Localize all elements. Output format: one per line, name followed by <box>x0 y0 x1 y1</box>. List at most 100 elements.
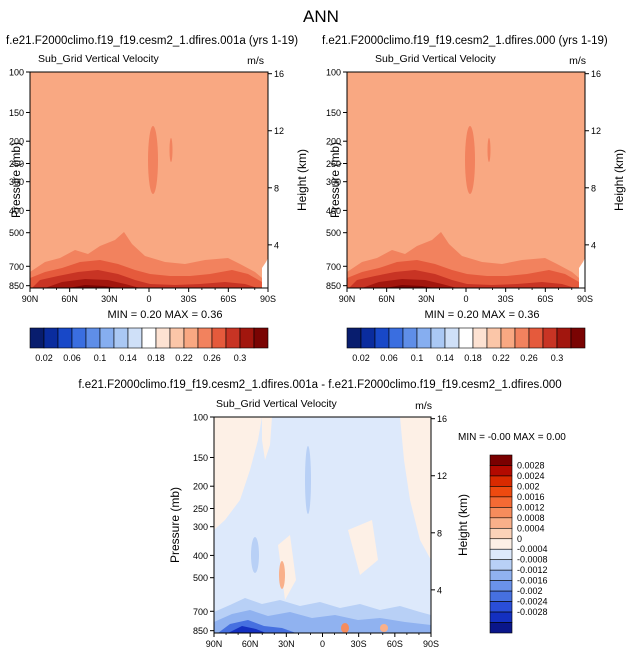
panel-b-colorbar-swatch <box>458 327 474 349</box>
panel-diff-colorbar-swatch <box>489 486 513 498</box>
panel-b-colorbar-swatch <box>486 327 502 349</box>
panel-b-colorbar-label: 0.14 <box>436 353 454 363</box>
panel-a-contour-0.32 <box>68 285 118 288</box>
panel-a-ytick-right-label: 16 <box>274 69 284 79</box>
panel-diff-ytick-right-label: 12 <box>437 471 447 481</box>
panel-a-ytick-right-label: 8 <box>274 183 279 193</box>
panel-a-stats: MIN = 0.20 MAX = 0.36 <box>108 309 223 321</box>
panel-b-colorbar-label: 0.1 <box>411 353 424 363</box>
panel-b-colorbar-swatch <box>570 327 586 349</box>
panel-diff-colorbar-label: -0.0008 <box>517 555 548 565</box>
panel-a-missing-data <box>262 258 268 288</box>
panel-b-xtick-label: 0 <box>463 294 468 304</box>
panel-b-missing-data <box>579 258 585 288</box>
panel-b-ytick-label: 150 <box>326 108 341 118</box>
panel-b-colorbar-swatch <box>416 327 432 349</box>
panel-diff-colorbar-label: 0.0028 <box>517 460 545 470</box>
panel-diff-xtick-label: 0 <box>320 639 325 649</box>
panel-diff-stats: MIN = -0.00 MAX = 0.00 <box>458 432 566 443</box>
panel-diff-xtick-label: 60N <box>242 639 259 649</box>
panel-a-xtick-label: 60S <box>220 294 236 304</box>
panel-a-ylabel-right: Height (km) <box>295 149 309 211</box>
panel-diff-colorbar-swatch <box>489 496 513 508</box>
panel-a-ylabel: Pressure (mb) <box>9 142 23 218</box>
panel-b-colorbar-swatch <box>444 327 460 349</box>
panel-diff-ytick-label: 400 <box>193 551 208 561</box>
panel-b-ytick-label: 400 <box>326 206 341 216</box>
panel-diff-colorbar-swatch <box>489 527 513 540</box>
panel-diff-positive-region-left <box>214 417 262 530</box>
panel-b-xtick-label: 30S <box>498 294 514 304</box>
panel-diff-colorbar-swatch <box>489 601 513 613</box>
panel-b-ytick-label: 250 <box>326 159 341 169</box>
panel-a: f.e21.F2000climo.f19_f19.cesm2_1.dfires.… <box>6 35 309 363</box>
panel-a-field <box>30 72 268 288</box>
panel-a-colorbar-label: 0.18 <box>147 353 165 363</box>
panel-a-ytick-label: 200 <box>9 137 24 147</box>
panel-b-axes: 100 150 200 250 300 400 500 700 850 16 12 8 4 90N 60N 3… <box>326 68 601 305</box>
panel-b-upper-feature <box>465 126 475 194</box>
panel-b-colorbar-swatch <box>374 327 390 349</box>
panel-b-colorbar-label: 0.26 <box>520 353 538 363</box>
panel-diff-colorbar-label: 0.0024 <box>517 471 545 481</box>
panel-a-ytick-right-label: 4 <box>274 240 279 250</box>
panel-diff-negative-mid <box>251 537 259 573</box>
panel-diff-xtick-label: 90S <box>423 639 439 649</box>
panel-diff-ytick-label: 850 <box>193 626 208 636</box>
panel-diff-ytick-label: 150 <box>193 453 208 463</box>
panel-b-colorbar-swatch <box>472 327 488 349</box>
panel-a-colorbar-swatch <box>85 327 101 349</box>
panel-diff-variable: Sub_Grid Vertical Velocity <box>216 398 338 410</box>
panel-b-ylabel-right: Height (km) <box>612 149 626 211</box>
panel-diff-colorbar-swatch <box>489 517 513 529</box>
panel-diff-positive-region-right <box>400 417 431 560</box>
panel-a-colorbar-swatch <box>141 327 157 349</box>
panel-a-xtick-label: 30S <box>181 294 197 304</box>
panel-diff-colorbar: 0.00280.00240.0020.00160.00120.00080.000… <box>489 454 548 634</box>
panel-diff-units: m/s <box>415 400 432 412</box>
panel-b-stats: MIN = 0.20 MAX = 0.36 <box>425 309 540 321</box>
panel-diff-negative-core <box>228 626 266 633</box>
panel-a-contour-0.30 <box>45 279 140 288</box>
panel-b-ytick-label: 850 <box>326 281 341 291</box>
panel-diff-ylabel-right: Height (km) <box>456 494 470 556</box>
panel-b-ytick-label: 300 <box>326 177 341 187</box>
panel-b-xtick-label: 90N <box>339 294 356 304</box>
panel-diff-colorbar-swatch <box>489 475 513 487</box>
panel-a-colorbar-swatch <box>29 327 45 349</box>
panel-diff-colorbar-swatch <box>489 622 513 634</box>
panel-diff-colorbar-swatch <box>489 465 513 477</box>
panel-diff-colorbar-label: -0.0012 <box>517 565 548 575</box>
panel-diff-colorbar-swatch <box>489 559 513 571</box>
panel-diff-xtick-label: 90N <box>206 639 223 649</box>
panel-b-variable: Sub_Grid Vertical Velocity <box>375 53 497 65</box>
panel-a-upper-feature-small <box>169 138 173 162</box>
panel-a-colorbar-swatch <box>99 327 115 349</box>
panel-b-ytick-label: 200 <box>326 137 341 147</box>
panel-diff-colorbar-label: -0.0024 <box>517 597 548 607</box>
panel-b-xtick-label: 30N <box>418 294 435 304</box>
panel-diff-colorbar-swatch <box>489 507 513 519</box>
panel-diff-colorbar-swatch <box>489 538 513 550</box>
panel-diff-colorbar-label: 0.0004 <box>517 523 545 533</box>
panel-a-xtick-label: 90S <box>260 294 276 304</box>
panel-diff-axes: 100 150 200 250 300 400 500 700 850 16 12 8 4 90N 60N 3… <box>193 413 447 650</box>
panel-a-colorbar-swatch <box>57 327 73 349</box>
panel-b-colorbar-swatch <box>346 327 362 349</box>
panel-diff-positive-spot-b <box>380 624 388 632</box>
panel-diff-ytick-label: 100 <box>193 413 208 423</box>
panel-diff-colorbar-label: -0.0028 <box>517 607 548 617</box>
panel-diff-xtick-label: 30N <box>278 639 295 649</box>
panel-a-xtick-label: 0 <box>146 294 151 304</box>
panel-b-colorbar-label: 0.06 <box>380 353 398 363</box>
panel-a-ytick-label: 250 <box>9 159 24 169</box>
panel-b-ytick-label: 500 <box>326 228 341 238</box>
panel-a-xtick-label: 90N <box>22 294 39 304</box>
panel-b-contour-0.30 <box>362 279 457 288</box>
panel-diff-positive-spot-a <box>341 623 349 633</box>
panel-b-ytick-right-label: 16 <box>591 69 601 79</box>
panel-diff-colorbar-swatch <box>489 590 513 602</box>
panel-b-upper-feature-small <box>487 138 491 162</box>
panel-a-colorbar: 0.02 0.06 0.1 0.14 0.18 0.22 0.26 0.3 <box>29 327 269 363</box>
panel-a-ytick-right-label: 12 <box>274 126 284 136</box>
